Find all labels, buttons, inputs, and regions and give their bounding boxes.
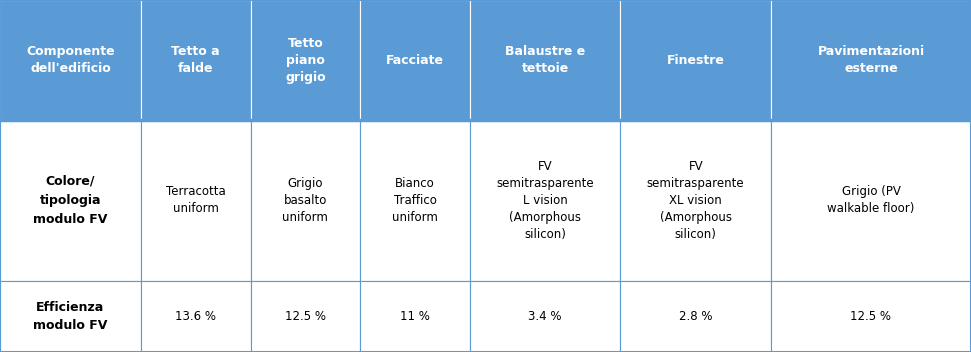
Text: 12.5 %: 12.5 % — [285, 310, 326, 323]
Bar — [0, 120, 141, 281]
Bar — [141, 120, 251, 281]
Bar — [0, 0, 141, 120]
Bar — [771, 281, 971, 352]
Text: Tetto
piano
grigio: Tetto piano grigio — [285, 37, 325, 84]
Bar — [251, 281, 360, 352]
Text: Terracotta
uniform: Terracotta uniform — [166, 186, 225, 215]
Text: 13.6 %: 13.6 % — [175, 310, 217, 323]
Text: Grigio (PV
walkable floor): Grigio (PV walkable floor) — [827, 186, 915, 215]
Text: 12.5 %: 12.5 % — [851, 310, 891, 323]
Bar — [251, 120, 360, 281]
Text: Tetto a
falde: Tetto a falde — [171, 45, 220, 75]
Text: Efficienza
modulo FV: Efficienza modulo FV — [33, 301, 108, 332]
Text: Pavimentazioni
esterne: Pavimentazioni esterne — [818, 45, 924, 75]
Text: 2.8 %: 2.8 % — [679, 310, 713, 323]
Bar — [141, 0, 251, 120]
Text: 3.4 %: 3.4 % — [528, 310, 562, 323]
Text: Facciate: Facciate — [386, 54, 444, 67]
Text: 11 %: 11 % — [400, 310, 430, 323]
Bar — [620, 281, 771, 352]
Text: Grigio
basalto
uniform: Grigio basalto uniform — [283, 177, 328, 224]
Bar — [360, 0, 470, 120]
Text: Colore/
tipologia
modulo FV: Colore/ tipologia modulo FV — [33, 175, 108, 226]
Text: FV
semitrasparente
XL vision
(Amorphous
silicon): FV semitrasparente XL vision (Amorphous … — [647, 160, 745, 241]
Bar — [360, 281, 470, 352]
Bar — [470, 281, 620, 352]
Bar — [470, 0, 620, 120]
Bar — [0, 281, 141, 352]
Bar — [771, 0, 971, 120]
Text: Bianco
Traffico
uniform: Bianco Traffico uniform — [392, 177, 438, 224]
Bar — [620, 120, 771, 281]
Bar — [771, 120, 971, 281]
Text: Componente
dell'edificio: Componente dell'edificio — [26, 45, 115, 75]
Text: Balaustre e
tettoie: Balaustre e tettoie — [505, 45, 586, 75]
Bar — [620, 0, 771, 120]
Bar — [360, 120, 470, 281]
Bar — [470, 120, 620, 281]
Text: Finestre: Finestre — [667, 54, 724, 67]
Text: FV
semitrasparente
L vision
(Amorphous
silicon): FV semitrasparente L vision (Amorphous s… — [496, 160, 594, 241]
Bar — [141, 281, 251, 352]
Bar — [251, 0, 360, 120]
